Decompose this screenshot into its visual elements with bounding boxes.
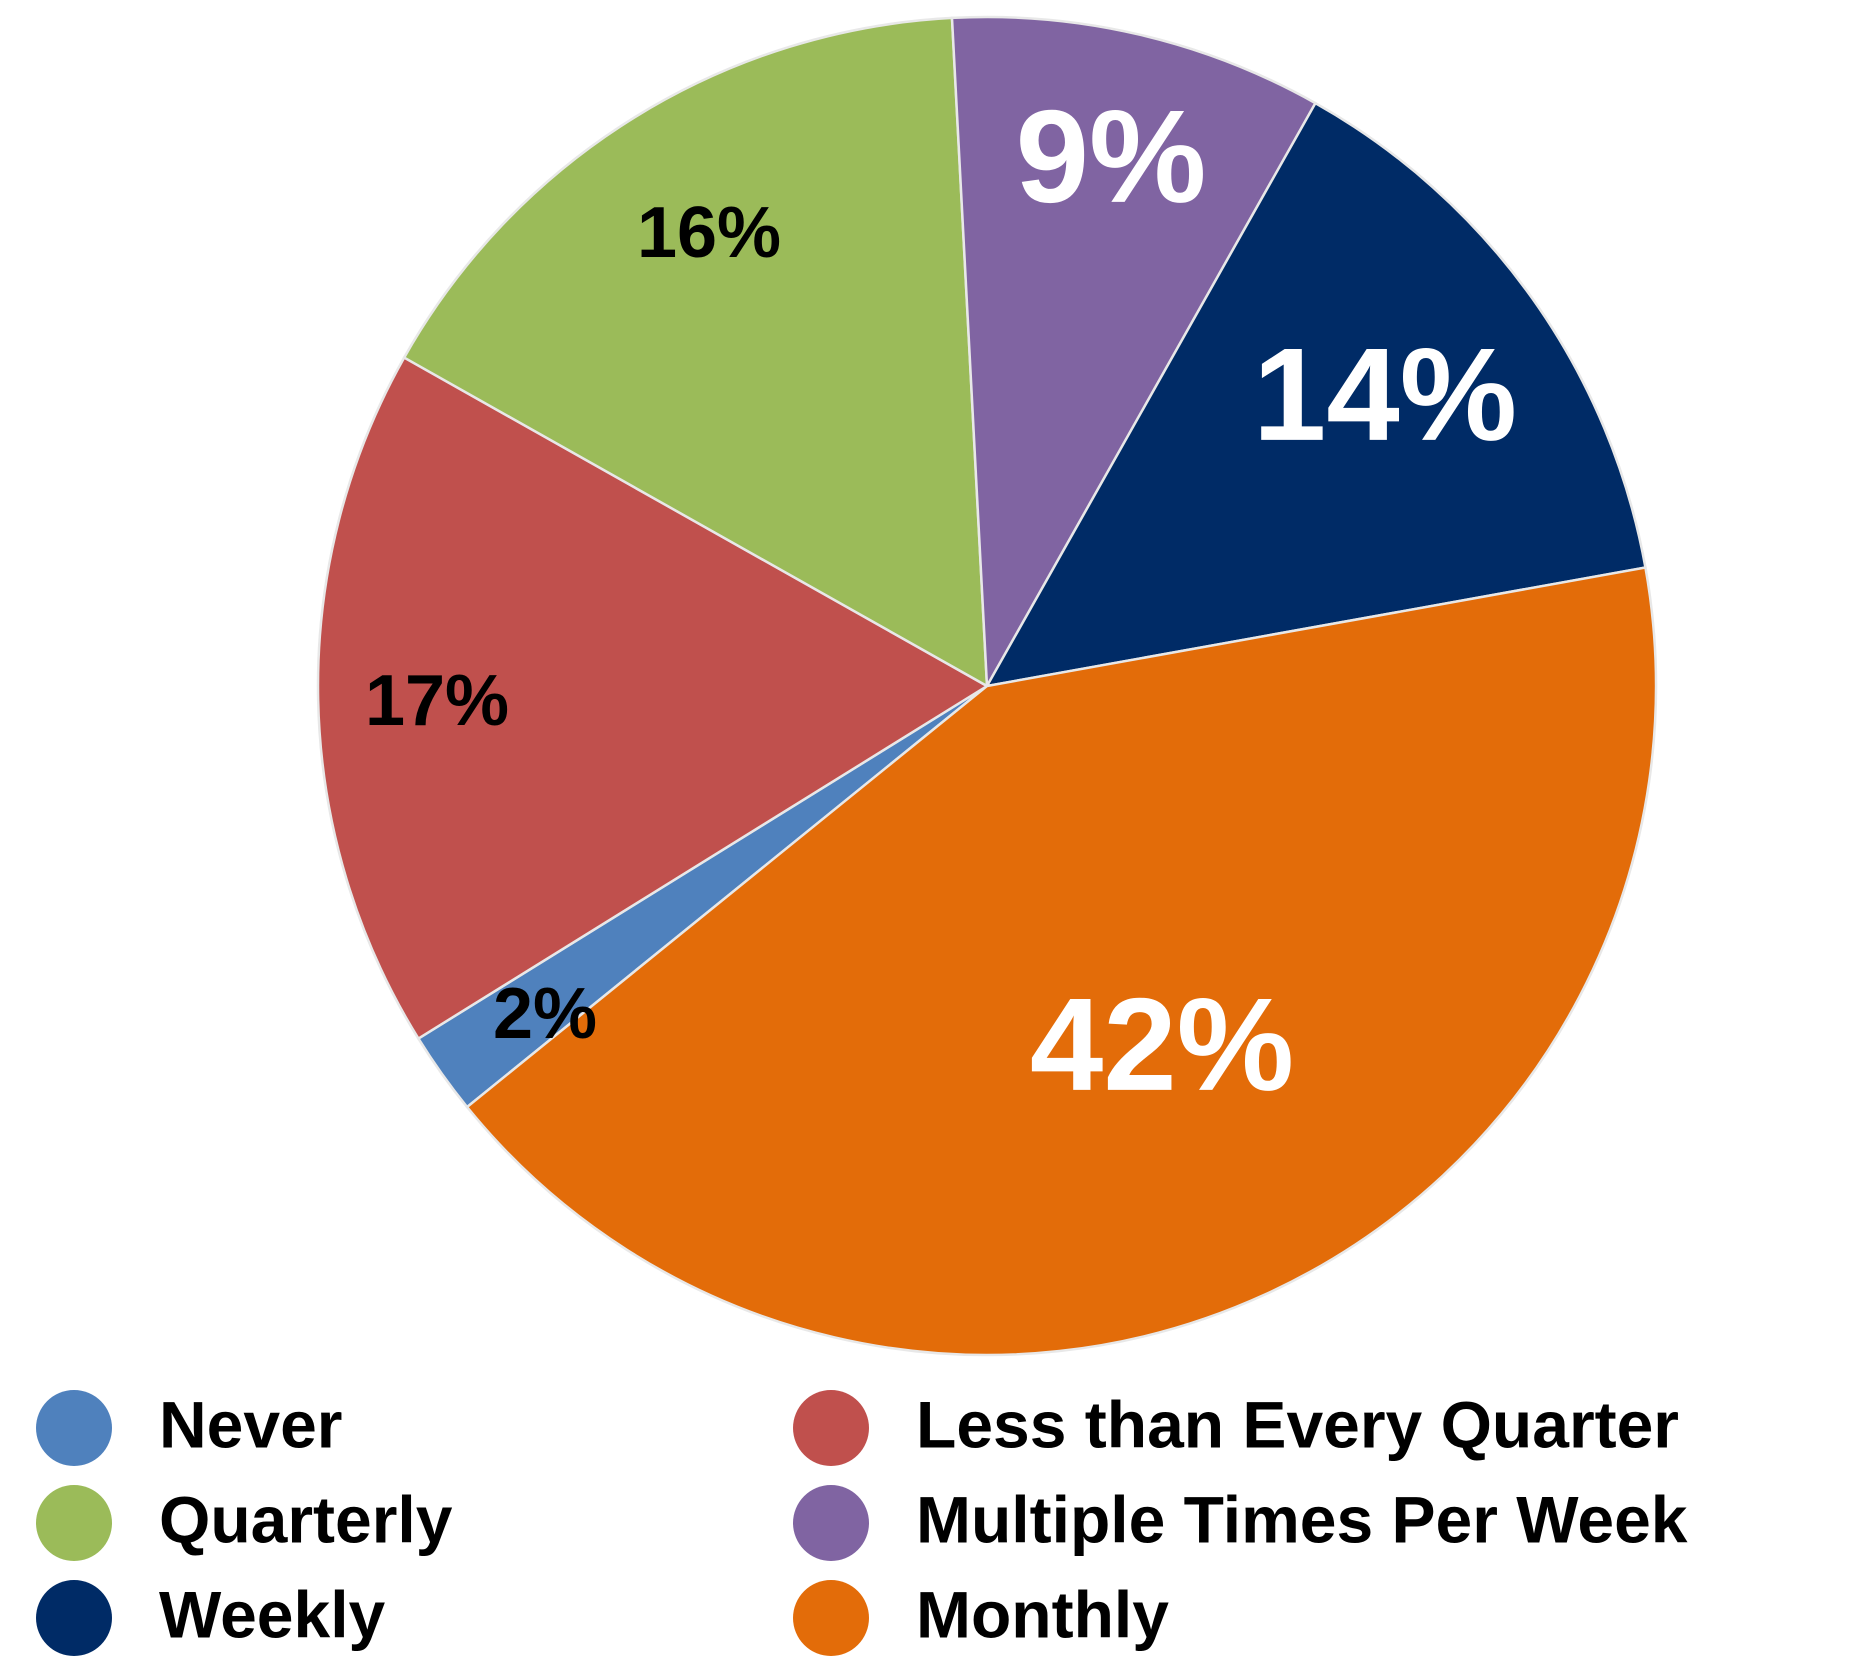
data-label: 14% — [1253, 321, 1517, 468]
pie-slice — [465, 566, 1658, 1357]
legend-label: Quarterly — [159, 1482, 453, 1556]
data-label: 2% — [493, 974, 597, 1054]
legend-swatch — [36, 1485, 112, 1561]
legend-label: Never — [159, 1387, 342, 1461]
pie-slice — [950, 15, 1318, 691]
legend-label: Weekly — [159, 1577, 386, 1651]
legend-swatch — [36, 1580, 112, 1656]
legend-swatch — [793, 1580, 869, 1656]
legend-swatch — [36, 1390, 112, 1466]
pie-slice — [402, 16, 989, 689]
legend-label: Multiple Times Per Week — [916, 1482, 1688, 1556]
legend-swatch — [793, 1390, 869, 1466]
data-label: 16% — [637, 193, 781, 273]
pie-slice — [316, 355, 990, 1041]
data-label: 42% — [1030, 971, 1294, 1118]
legend-label: Less than Every Quarter — [916, 1387, 1679, 1461]
data-label: 9% — [1016, 83, 1207, 230]
legend-swatch — [793, 1485, 869, 1561]
data-label: 17% — [365, 661, 509, 741]
legend-label: Monthly — [916, 1577, 1169, 1651]
pie-slice — [984, 101, 1647, 688]
